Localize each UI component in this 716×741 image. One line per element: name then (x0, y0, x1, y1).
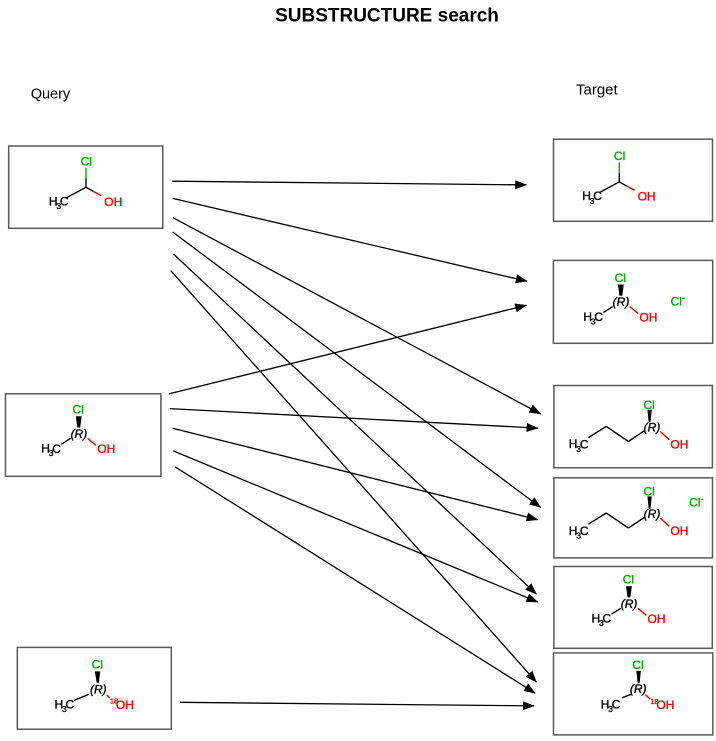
svg-text:H: H (601, 697, 610, 711)
svg-text:(R): (R) (90, 682, 107, 696)
svg-text:Cl-: Cl- (671, 293, 685, 309)
svg-text:(R): (R) (630, 682, 647, 696)
svg-text:3: 3 (608, 704, 613, 714)
svg-text:Cl-: Cl- (689, 494, 703, 510)
svg-text:18: 18 (650, 697, 658, 706)
svg-text:Target: Target (576, 81, 619, 98)
svg-text:C: C (612, 698, 621, 712)
svg-text:H: H (55, 697, 64, 711)
svg-text:Query: Query (31, 86, 71, 102)
svg-text:Cl: Cl (92, 658, 103, 672)
svg-text:OH: OH (656, 698, 674, 712)
svg-text:OH: OH (116, 698, 134, 712)
svg-text:18: 18 (110, 697, 118, 706)
svg-text:3: 3 (62, 704, 67, 714)
svg-text:Cl: Cl (632, 658, 643, 672)
svg-text:C: C (66, 698, 75, 712)
svg-text:SUBSTRUCTURE search: SUBSTRUCTURE search (275, 5, 499, 26)
